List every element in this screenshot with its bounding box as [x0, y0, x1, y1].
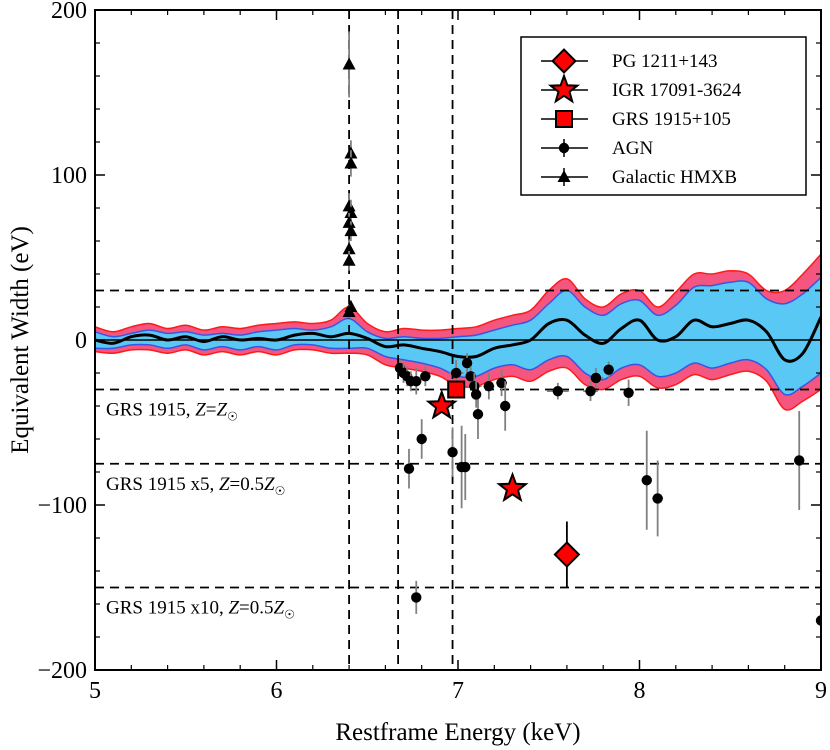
x-tick-label: 8	[634, 678, 646, 704]
agn-point	[465, 371, 476, 382]
agn-point	[603, 364, 614, 375]
agn-point	[416, 433, 427, 445]
agn-point	[585, 385, 596, 397]
agn-point	[623, 387, 634, 398]
legend-label-agn: AGN	[612, 138, 653, 159]
y-tick-label: 200	[51, 0, 87, 24]
annotation-italic2: Z	[274, 598, 285, 619]
legend-label-igr-17091-3624: IGR 17091-3624	[612, 80, 742, 101]
y-tick-label: −100	[37, 493, 87, 519]
annotation-bg	[100, 467, 292, 498]
galactic-hmxb-point	[344, 156, 358, 169]
x-tick-label: 9	[815, 678, 827, 704]
agn-point	[590, 372, 602, 384]
legend-label-pg-1211-143: PG 1211+143	[612, 51, 718, 72]
annotation-prefix: GRS 1915 x5,	[106, 474, 219, 495]
agn-point	[447, 447, 458, 458]
agn-point	[470, 389, 482, 400]
annotation-italic2: Z	[217, 400, 228, 421]
galactic-hmxb-point	[342, 215, 356, 228]
annotation-italic2: Z	[264, 474, 275, 495]
pg-1211-143-point	[553, 541, 581, 568]
legend-marker-grs-1915-105	[555, 110, 573, 128]
galactic-hmxb-point	[344, 224, 358, 237]
agn-point	[411, 376, 422, 387]
annotation-bg	[100, 591, 301, 622]
agn-point	[641, 475, 652, 486]
igr-17091-3624-point	[425, 389, 458, 420]
axis-ticks: 5 6 7 8 9 −200 −100 0 100 200	[37, 0, 827, 704]
agn-point	[460, 461, 471, 473]
legend-label-grs-1915-105: GRS 1915+105	[612, 109, 731, 130]
galactic-hmxb-point	[342, 304, 356, 317]
annotation-italic: Z	[219, 474, 230, 495]
agn-point	[403, 463, 415, 474]
annotation-sub: ☉	[227, 410, 238, 424]
galactic-hmxb-point	[342, 57, 356, 70]
annotation-prefix: GRS 1915,	[106, 400, 195, 421]
inner-band	[95, 277, 821, 396]
legend: PG 1211+143 IGR 17091-3624 GRS 1915+105 AGN…	[520, 36, 807, 196]
agn-point	[461, 357, 473, 369]
annotation-italic: Z	[228, 598, 239, 619]
x-axis-label: Restframe Energy (keV)	[335, 719, 580, 746]
galactic-hmxb-point	[344, 205, 358, 218]
y-tick-label: 100	[51, 163, 87, 189]
significance-bands	[95, 253, 821, 411]
x-tick-label: 6	[271, 678, 283, 704]
agn-point	[652, 493, 663, 504]
agn-point	[420, 371, 431, 382]
grs-1915-105-point	[447, 380, 466, 399]
annotation-suffix: =0.5	[239, 598, 273, 619]
y-tick-label: 0	[75, 328, 87, 354]
annotation-prefix: GRS 1915 x10,	[106, 598, 228, 619]
outer-band	[95, 254, 821, 411]
annotation-label: GRS 1915, Z=Z☉	[106, 400, 238, 424]
legend-marker-agn	[558, 142, 570, 154]
galactic-hmxb-point	[342, 253, 356, 266]
agn-point	[552, 385, 564, 397]
annotation-suffix: =0.5	[230, 474, 264, 495]
agn-point	[496, 377, 507, 389]
inner-band-upper-edge	[95, 276, 821, 340]
legend-marker-galactic-hmxb	[557, 170, 571, 182]
legend-label-galactic-hmxb: Galactic HMXB	[612, 167, 737, 188]
annotation-label: GRS 1915 x10, Z=0.5Z☉	[106, 598, 295, 622]
y-tick-label: −200	[37, 658, 87, 684]
agn-point	[483, 381, 495, 392]
igr-17091-3624-point	[496, 471, 529, 503]
data-points	[342, 31, 821, 670]
annotation-sub: ☉	[284, 608, 295, 622]
legend-marker-pg-1211-143	[551, 48, 577, 74]
y-axis-label: Equivalent Width (eV)	[7, 226, 34, 454]
annotation-suffix: =	[206, 400, 217, 421]
agn-point	[499, 400, 511, 412]
outer-band-upper-edge	[95, 253, 821, 333]
x-tick-label: 7	[452, 678, 464, 704]
agn-point	[411, 592, 422, 603]
mean-residual-line	[95, 316, 821, 363]
agn-point	[450, 367, 462, 379]
annotation-sub: ☉	[275, 484, 286, 498]
annotation-italic: Z	[195, 400, 206, 421]
annotations: GRS 1915, Z=Z☉GRS 1915 x5, Z=0.5Z☉GRS 19…	[100, 393, 301, 622]
annotation-bg	[100, 393, 244, 424]
agn-point	[815, 615, 821, 626]
annotation-label: GRS 1915 x5, Z=0.5Z☉	[106, 474, 285, 498]
galactic-hmxb-point	[342, 242, 356, 255]
agn-point	[794, 455, 805, 466]
agn-point	[472, 409, 484, 420]
x-tick-label: 5	[89, 678, 101, 704]
galactic-hmxb-point	[342, 199, 356, 212]
legend-marker-igr-17091-3624	[547, 73, 581, 104]
